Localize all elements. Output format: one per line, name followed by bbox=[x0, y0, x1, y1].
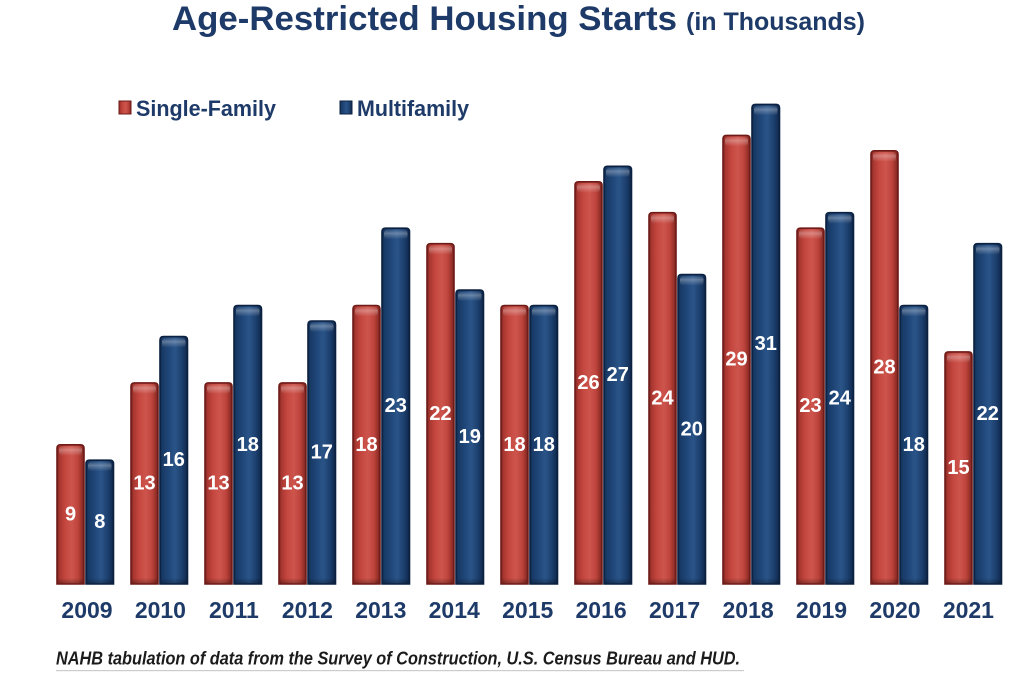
svg-text:13: 13 bbox=[281, 472, 303, 494]
svg-text:(in Thousands): (in Thousands) bbox=[686, 8, 865, 36]
svg-text:28: 28 bbox=[873, 356, 895, 378]
svg-text:18: 18 bbox=[533, 434, 555, 456]
svg-text:16: 16 bbox=[163, 449, 185, 471]
svg-text:2013: 2013 bbox=[355, 597, 406, 623]
svg-text:29: 29 bbox=[725, 349, 747, 371]
svg-text:20: 20 bbox=[681, 418, 703, 440]
svg-text:2012: 2012 bbox=[282, 597, 333, 623]
svg-text:27: 27 bbox=[607, 364, 629, 386]
svg-text:13: 13 bbox=[207, 472, 229, 494]
svg-text:Age-Restricted Housing Starts: Age-Restricted Housing Starts bbox=[172, 0, 677, 38]
svg-text:2016: 2016 bbox=[576, 597, 627, 623]
svg-text:17: 17 bbox=[311, 442, 333, 464]
svg-text:2011: 2011 bbox=[209, 597, 259, 623]
svg-text:2015: 2015 bbox=[502, 597, 553, 623]
svg-text:2018: 2018 bbox=[723, 597, 774, 623]
svg-text:19: 19 bbox=[459, 426, 481, 448]
svg-text:2020: 2020 bbox=[869, 597, 920, 623]
svg-text:22: 22 bbox=[977, 403, 999, 425]
svg-text:9: 9 bbox=[65, 503, 76, 525]
svg-text:23: 23 bbox=[799, 395, 821, 417]
svg-text:22: 22 bbox=[429, 403, 451, 425]
svg-text:18: 18 bbox=[503, 434, 525, 456]
svg-text:Multifamily: Multifamily bbox=[357, 96, 470, 121]
svg-text:13: 13 bbox=[133, 472, 155, 494]
svg-text:23: 23 bbox=[385, 395, 407, 417]
svg-text:24: 24 bbox=[829, 387, 852, 409]
svg-text:2010: 2010 bbox=[135, 597, 186, 623]
svg-text:2009: 2009 bbox=[61, 597, 112, 623]
svg-text:2017: 2017 bbox=[649, 597, 700, 623]
svg-text:31: 31 bbox=[755, 333, 777, 355]
svg-text:2014: 2014 bbox=[429, 597, 480, 623]
svg-text:18: 18 bbox=[355, 434, 377, 456]
svg-text:26: 26 bbox=[577, 372, 599, 394]
svg-text:15: 15 bbox=[947, 457, 969, 479]
svg-text:8: 8 bbox=[94, 511, 105, 533]
svg-text:18: 18 bbox=[903, 434, 925, 456]
svg-text:2021: 2021 bbox=[943, 597, 994, 623]
svg-text:24: 24 bbox=[651, 387, 674, 409]
svg-text:NAHB tabulation of data from t: NAHB tabulation of data from the Survey … bbox=[56, 649, 740, 669]
svg-text:18: 18 bbox=[237, 434, 259, 456]
svg-text:Single-Family: Single-Family bbox=[136, 96, 277, 121]
svg-text:2019: 2019 bbox=[796, 597, 847, 623]
